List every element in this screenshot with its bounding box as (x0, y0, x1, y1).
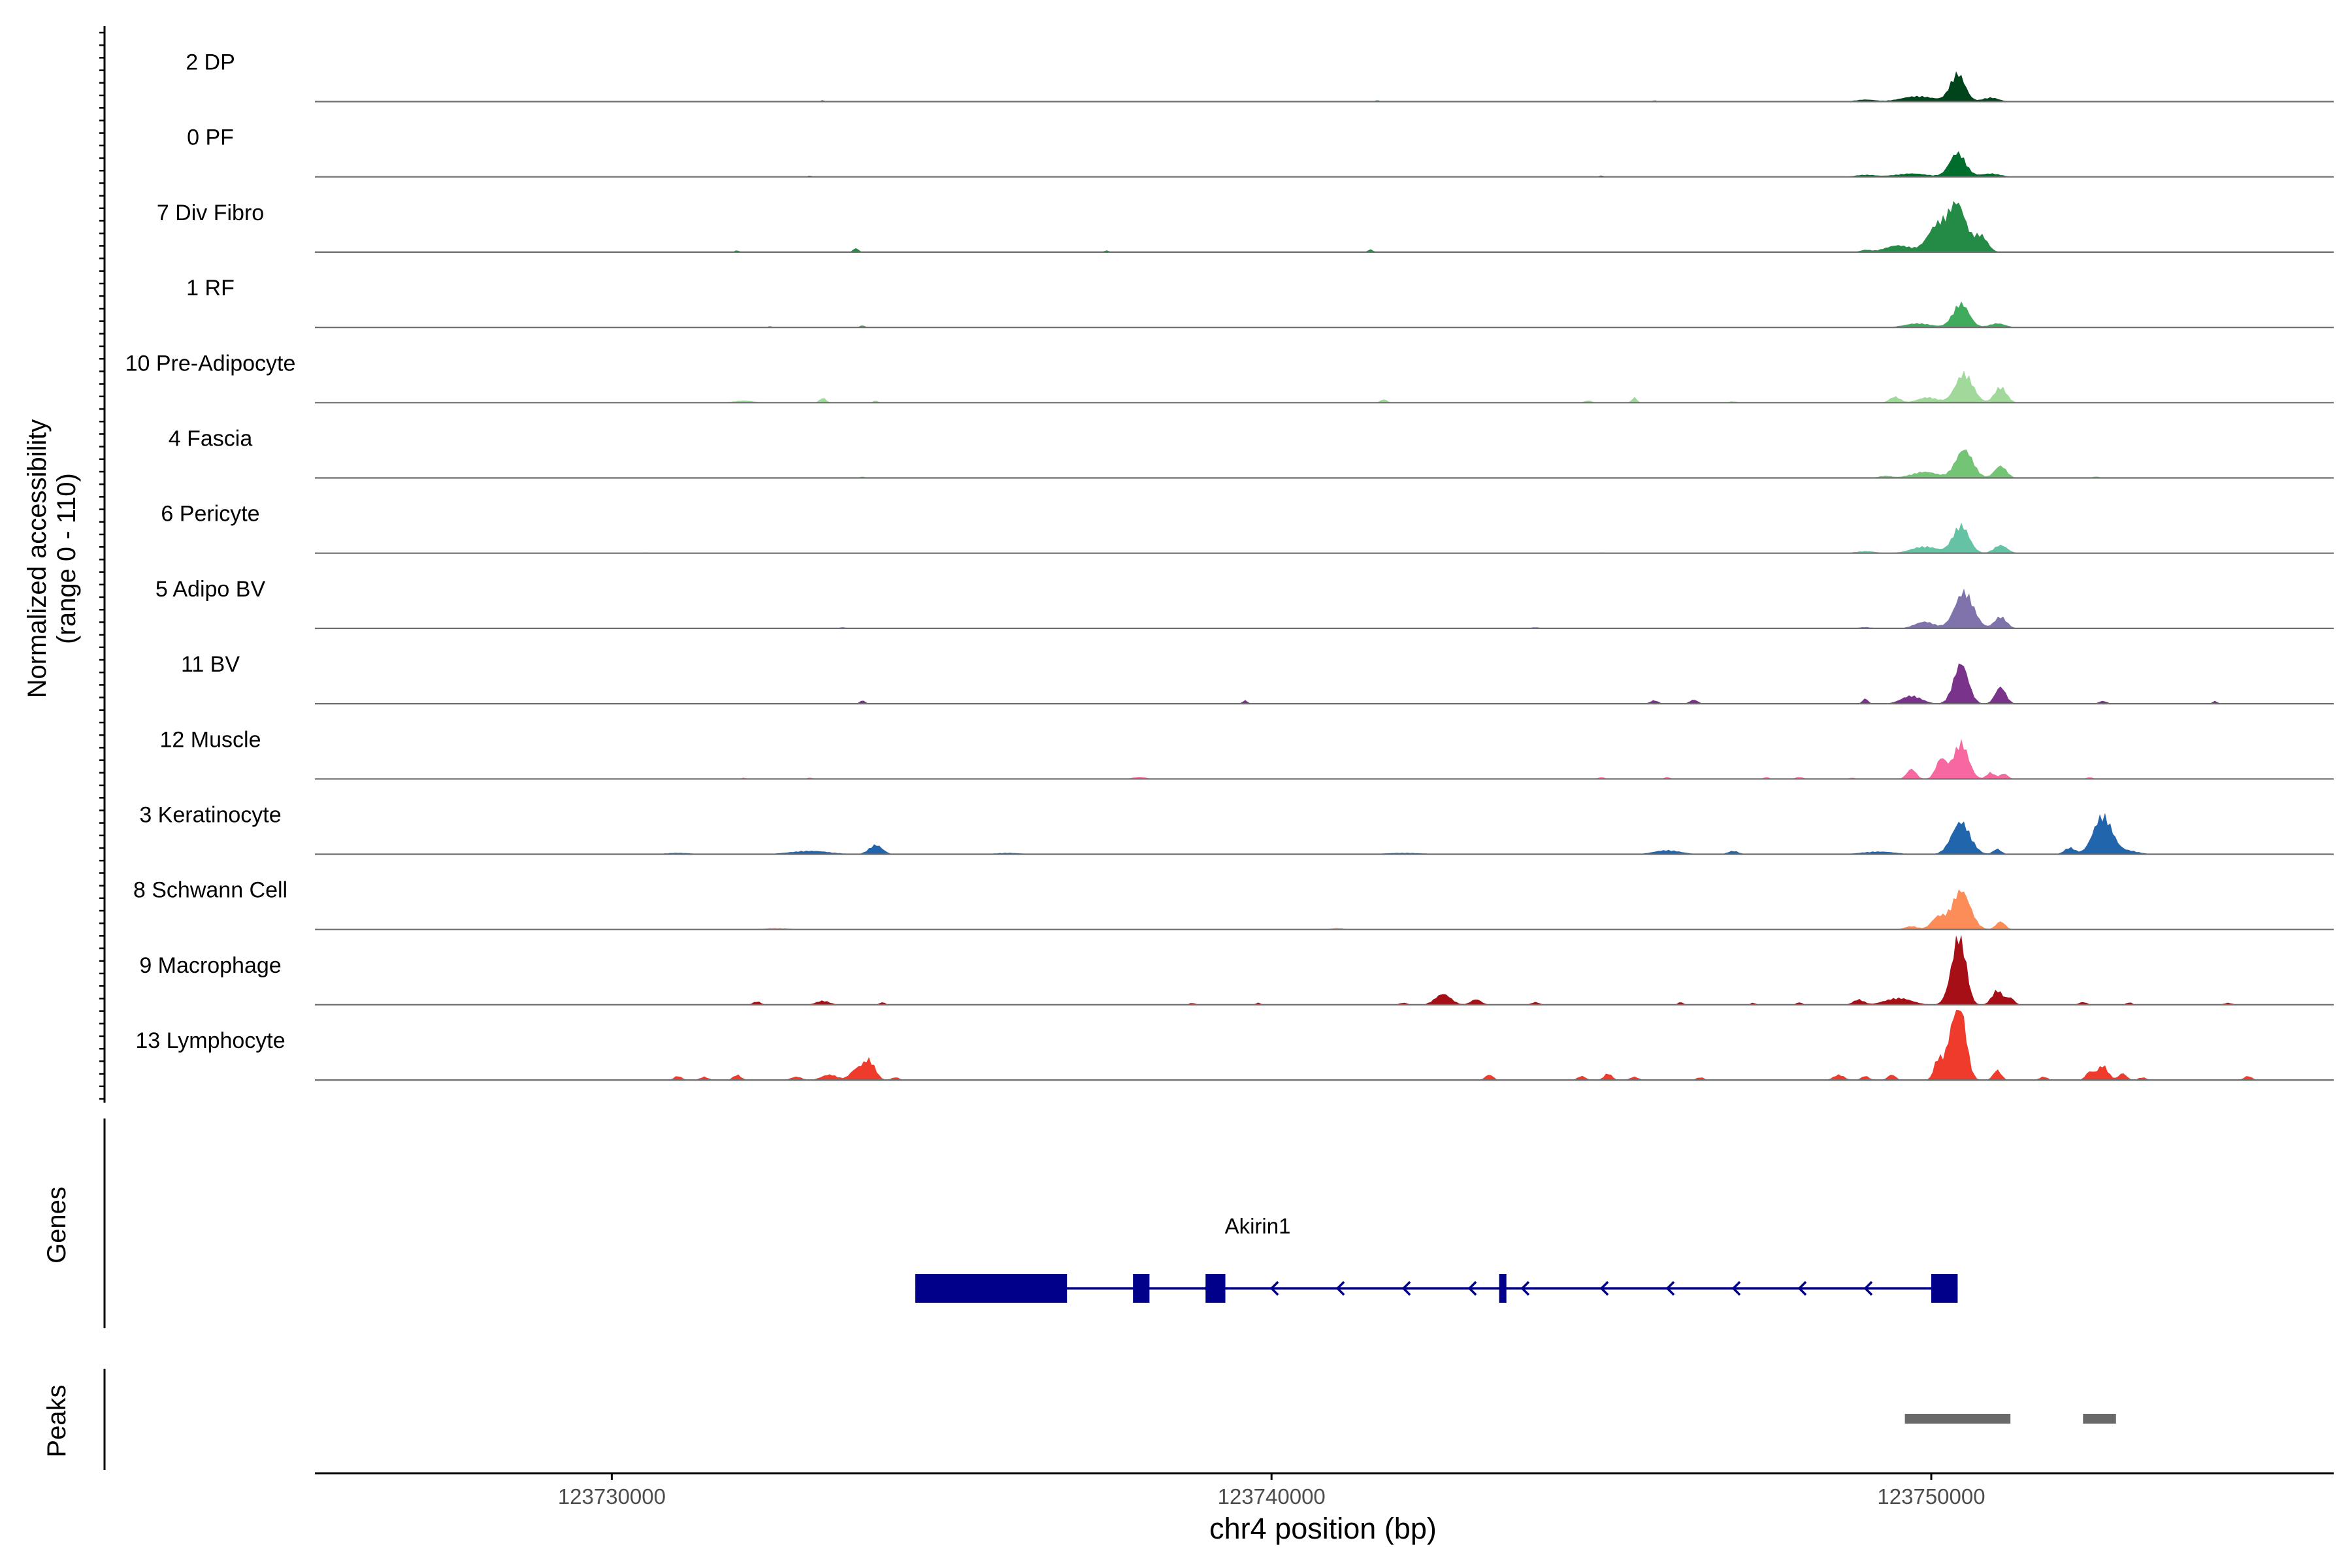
x-tick-label: 123740000 (1218, 1484, 1326, 1509)
coverage-area (315, 201, 2334, 252)
gene-exon (1499, 1274, 1507, 1303)
track-label: 9 Macrophage (139, 953, 281, 978)
track-8-schwann-cell: 8 Schwann Cell (133, 878, 2334, 930)
axes (99, 26, 106, 1470)
gene-name-label: Akirin1 (1225, 1214, 1291, 1238)
track-label: 11 BV (181, 652, 240, 677)
coverage-area (315, 71, 2334, 102)
peak-region (2083, 1414, 2116, 1424)
track-label: 13 Lymphocyte (135, 1028, 285, 1053)
strand-arrow (1863, 1281, 1873, 1296)
track-label: 12 Muscle (160, 727, 261, 752)
x-tick-label: 123750000 (1877, 1484, 1985, 1509)
coverage-area (315, 663, 2334, 704)
strand-arrow (1599, 1281, 1609, 1296)
track-13-lymphocyte: 13 Lymphocyte (135, 1010, 2334, 1081)
x-axis: 123730000 123740000 123750000 (315, 1472, 2334, 1509)
track-5-adipo-bv: 5 Adipo BV (155, 577, 2334, 630)
track-12-muscle: 12 Muscle (160, 727, 2334, 780)
track-7-div-fibro: 7 Div Fibro (157, 201, 2334, 253)
track-label: 4 Fascia (169, 427, 253, 451)
gene-annotation-track (915, 1274, 1958, 1303)
gene-exon (1931, 1274, 1958, 1303)
peak-regions-track (1904, 1414, 2116, 1424)
genes-track-label: Genes (42, 1186, 71, 1264)
track-label: 6 Pericyte (161, 502, 259, 527)
coverage-area (315, 151, 2334, 177)
strand-arrow (1731, 1281, 1741, 1296)
track-6-pericyte: 6 Pericyte (161, 502, 2334, 554)
y-axis-label-line1: Normalized accessibility (23, 419, 52, 698)
coverage-area (315, 738, 2334, 779)
strand-arrow (1335, 1281, 1345, 1296)
strand-arrow (1797, 1281, 1807, 1296)
track-1-rf: 1 RF (186, 276, 2334, 329)
coverage-area (315, 370, 2334, 403)
track-label: 2 DP (186, 50, 235, 75)
track-10-pre-adipocyte: 10 Pre-Adipocyte (125, 351, 2334, 404)
peak-region (1904, 1414, 2011, 1424)
gene-exon (1133, 1274, 1150, 1303)
track-label: 1 RF (186, 276, 235, 301)
coverage-area (315, 889, 2334, 930)
coverage-area (315, 301, 2334, 328)
coverage-area (315, 813, 2334, 855)
coverage-area (315, 1010, 2334, 1081)
track-0-pf: 0 PF (187, 125, 2334, 178)
track-3-keratinocyte: 3 Keratinocyte (139, 803, 2334, 855)
coverage-area (315, 449, 2334, 478)
x-axis-label: chr4 position (bp) (1209, 1512, 1437, 1545)
strand-arrow (1665, 1281, 1675, 1296)
track-label: 5 Adipo BV (155, 577, 266, 602)
coverage-area (315, 588, 2334, 629)
coverage-area (315, 934, 2334, 1005)
track-9-macrophage: 9 Macrophage (139, 934, 2334, 1006)
strand-arrow (1269, 1281, 1279, 1296)
track-label: 0 PF (187, 125, 234, 150)
track-label: 10 Pre-Adipocyte (125, 351, 296, 376)
coverage-tracks: 2 DP 0 PF 7 Div Fibro 1 RF 10 Pre-Adipocyte 4… (125, 50, 2334, 1081)
gene-exon (915, 1274, 1068, 1303)
track-11-bv: 11 BV (181, 652, 2334, 705)
gene-exon (1205, 1274, 1226, 1303)
track-label: 7 Div Fibro (157, 201, 264, 225)
coverage-area (315, 522, 2334, 553)
track-4-fascia: 4 Fascia (169, 427, 2334, 479)
track-label: 3 Keratinocyte (139, 803, 281, 828)
y-axis-label-line2: (range 0 - 110) (52, 473, 81, 644)
peaks-track-label: Peaks (42, 1384, 71, 1457)
strand-arrow (1520, 1281, 1530, 1296)
strand-arrow (1401, 1281, 1411, 1296)
track-label: 8 Schwann Cell (133, 878, 287, 903)
strand-arrow (1467, 1281, 1477, 1296)
x-tick-label: 123730000 (558, 1484, 666, 1509)
track-2-dp: 2 DP (186, 50, 2334, 103)
